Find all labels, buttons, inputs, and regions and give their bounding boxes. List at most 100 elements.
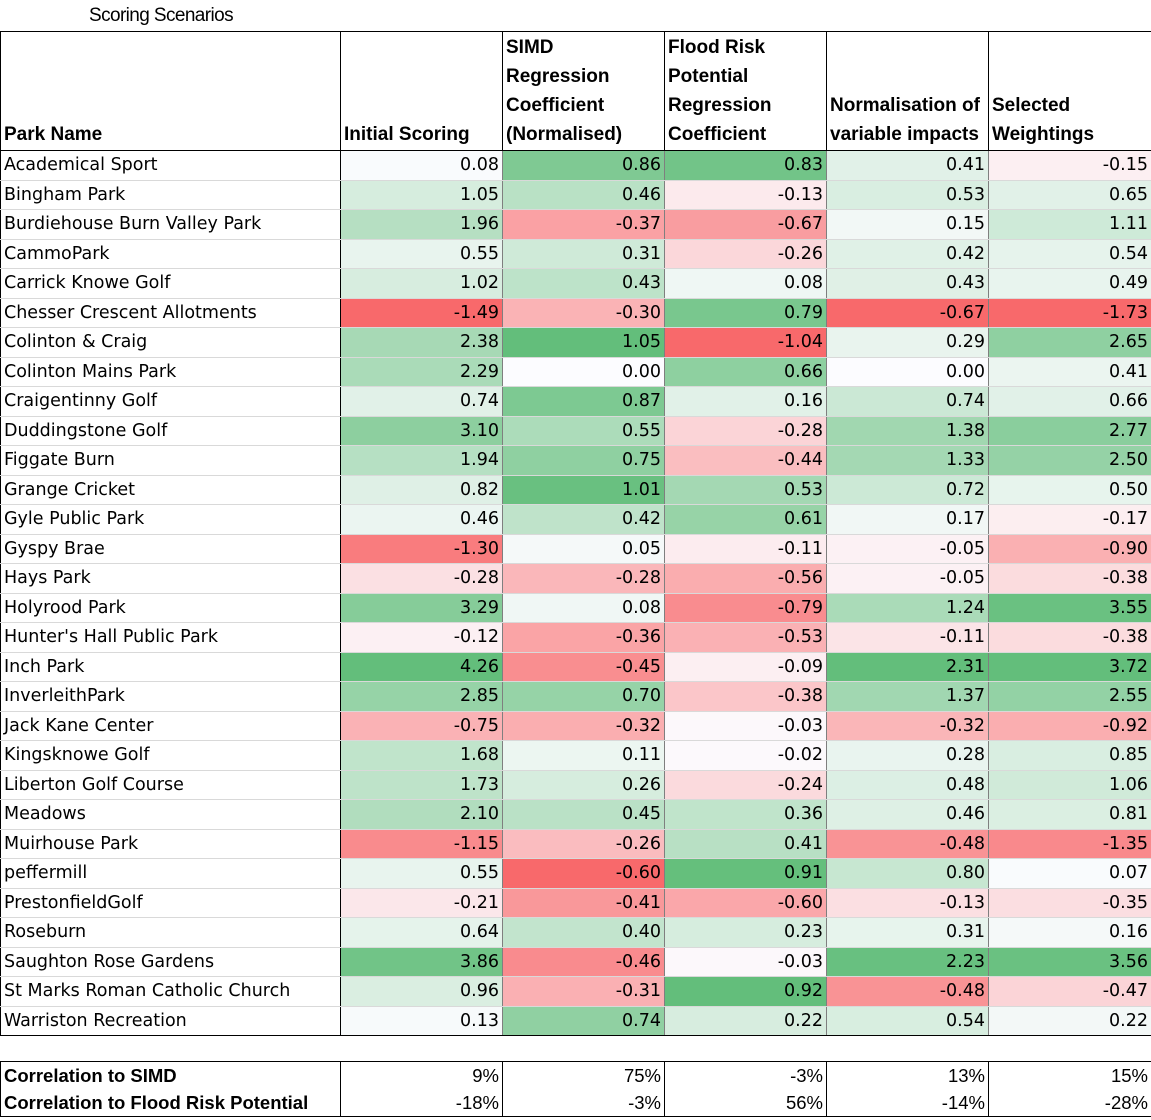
initial-scoring-cell[interactable]: 2.10 <box>340 799 503 830</box>
park-name-cell[interactable]: Craigentinny Golf <box>0 386 341 417</box>
normalisation-cell[interactable]: 0.00 <box>826 357 989 387</box>
park-name-cell[interactable]: CammoPark <box>0 239 341 269</box>
selected-weightings-cell[interactable]: 0.22 <box>988 1006 1151 1036</box>
simd-coefficient-cell[interactable]: 0.31 <box>502 239 665 269</box>
normalisation-cell[interactable]: -0.48 <box>826 976 989 1007</box>
flood-risk-coefficient-cell[interactable]: 0.92 <box>664 976 827 1007</box>
flood-risk-coefficient-cell[interactable]: -0.38 <box>664 681 827 712</box>
flood-risk-coefficient-cell[interactable]: 0.16 <box>664 386 827 417</box>
initial-scoring-cell[interactable]: 0.13 <box>340 1006 503 1036</box>
correlation-selected-weightings-cell[interactable]: -28% <box>988 1089 1151 1117</box>
simd-coefficient-cell[interactable]: -0.45 <box>502 652 665 682</box>
park-name-cell[interactable]: Duddingstone Golf <box>0 416 341 446</box>
simd-coefficient-cell[interactable]: 0.42 <box>502 504 665 535</box>
flood-risk-coefficient-cell[interactable]: 0.36 <box>664 799 827 830</box>
correlation-simd-coefficient-cell[interactable]: 75% <box>502 1061 665 1089</box>
normalisation-cell[interactable]: 0.17 <box>826 504 989 535</box>
simd-coefficient-cell[interactable]: -0.60 <box>502 858 665 889</box>
normalisation-cell[interactable]: -0.05 <box>826 534 989 564</box>
initial-scoring-cell[interactable]: 1.96 <box>340 209 503 240</box>
initial-scoring-cell[interactable]: -0.12 <box>340 622 503 653</box>
simd-coefficient-cell[interactable]: -0.36 <box>502 622 665 653</box>
initial-scoring-cell[interactable]: 1.68 <box>340 740 503 771</box>
correlation-simd-coefficient-cell[interactable]: -3% <box>502 1089 665 1117</box>
flood-risk-coefficient-cell[interactable]: 0.22 <box>664 1006 827 1036</box>
flood-risk-coefficient-cell[interactable]: 0.66 <box>664 357 827 387</box>
park-name-cell[interactable]: Colinton Mains Park <box>0 357 341 387</box>
simd-coefficient-cell[interactable]: -0.37 <box>502 209 665 240</box>
simd-coefficient-cell[interactable]: -0.32 <box>502 711 665 741</box>
simd-coefficient-cell[interactable]: 0.43 <box>502 268 665 299</box>
simd-coefficient-cell[interactable]: 0.86 <box>502 150 665 181</box>
selected-weightings-cell[interactable]: 3.56 <box>988 947 1151 977</box>
flood-risk-coefficient-cell[interactable]: -0.56 <box>664 563 827 594</box>
normalisation-cell[interactable]: 0.74 <box>826 386 989 417</box>
flood-risk-coefficient-cell[interactable]: 0.83 <box>664 150 827 181</box>
park-name-cell[interactable]: Carrick Knowe Golf <box>0 268 341 299</box>
normalisation-cell[interactable]: 2.23 <box>826 947 989 977</box>
flood-risk-coefficient-cell[interactable]: -0.26 <box>664 239 827 269</box>
initial-scoring-cell[interactable]: 0.74 <box>340 386 503 417</box>
initial-scoring-cell[interactable]: 4.26 <box>340 652 503 682</box>
park-name-cell[interactable]: InverleithPark <box>0 681 341 712</box>
selected-weightings-cell[interactable]: 2.50 <box>988 445 1151 476</box>
selected-weightings-cell[interactable]: 0.49 <box>988 268 1151 299</box>
selected-weightings-cell[interactable]: -1.35 <box>988 829 1151 859</box>
normalisation-cell[interactable]: -0.32 <box>826 711 989 741</box>
selected-weightings-cell[interactable]: 0.81 <box>988 799 1151 830</box>
park-name-cell[interactable]: Holyrood Park <box>0 593 341 623</box>
normalisation-cell[interactable]: 0.31 <box>826 917 989 948</box>
normalisation-cell[interactable]: 0.53 <box>826 180 989 210</box>
park-name-cell[interactable]: Inch Park <box>0 652 341 682</box>
normalisation-cell[interactable]: 0.48 <box>826 770 989 800</box>
normalisation-cell[interactable]: 0.46 <box>826 799 989 830</box>
park-name-cell[interactable]: Jack Kane Center <box>0 711 341 741</box>
flood-risk-coefficient-cell[interactable]: 0.41 <box>664 829 827 859</box>
selected-weightings-cell[interactable]: 0.07 <box>988 858 1151 889</box>
header-simd-coefficient[interactable]: SIMD Regression Coefficient (Normalised) <box>502 31 665 151</box>
normalisation-cell[interactable]: 0.80 <box>826 858 989 889</box>
park-name-cell[interactable]: Hunter's Hall Public Park <box>0 622 341 653</box>
simd-coefficient-cell[interactable]: 0.00 <box>502 357 665 387</box>
normalisation-cell[interactable]: 0.72 <box>826 475 989 505</box>
simd-coefficient-cell[interactable]: 0.74 <box>502 1006 665 1036</box>
correlation-initial-scoring-cell[interactable]: -18% <box>340 1089 503 1117</box>
flood-risk-coefficient-cell[interactable]: 0.61 <box>664 504 827 535</box>
park-name-cell[interactable]: Kingsknowe Golf <box>0 740 341 771</box>
selected-weightings-cell[interactable]: 2.77 <box>988 416 1151 446</box>
park-name-cell[interactable]: Saughton Rose Gardens <box>0 947 341 977</box>
simd-coefficient-cell[interactable]: -0.46 <box>502 947 665 977</box>
header-flood-risk-coefficient[interactable]: Flood Risk Potential Regression Coeffici… <box>664 31 827 151</box>
flood-risk-coefficient-cell[interactable]: 0.91 <box>664 858 827 889</box>
park-name-cell[interactable]: Burdiehouse Burn Valley Park <box>0 209 341 240</box>
park-name-cell[interactable]: Chesser Crescent Allotments <box>0 298 341 328</box>
header-normalisation[interactable]: Normalisation of variable impacts <box>826 31 989 151</box>
park-name-cell[interactable]: Gyspy Brae <box>0 534 341 564</box>
park-name-cell[interactable]: Academical Sport <box>0 150 341 181</box>
selected-weightings-cell[interactable]: -0.17 <box>988 504 1151 535</box>
flood-risk-coefficient-cell[interactable]: -0.67 <box>664 209 827 240</box>
flood-risk-coefficient-cell[interactable]: -0.79 <box>664 593 827 623</box>
selected-weightings-cell[interactable]: -1.73 <box>988 298 1151 328</box>
park-name-cell[interactable]: St Marks Roman Catholic Church <box>0 976 341 1007</box>
selected-weightings-cell[interactable]: -0.38 <box>988 563 1151 594</box>
flood-risk-coefficient-cell[interactable]: -0.44 <box>664 445 827 476</box>
normalisation-cell[interactable]: 2.31 <box>826 652 989 682</box>
park-name-cell[interactable]: Meadows <box>0 799 341 830</box>
normalisation-cell[interactable]: 0.41 <box>826 150 989 181</box>
simd-coefficient-cell[interactable]: 1.01 <box>502 475 665 505</box>
park-name-cell[interactable]: PrestonfieldGolf <box>0 888 341 918</box>
selected-weightings-cell[interactable]: 3.55 <box>988 593 1151 623</box>
flood-risk-coefficient-cell[interactable]: -0.60 <box>664 888 827 918</box>
initial-scoring-cell[interactable]: 0.96 <box>340 976 503 1007</box>
correlation-flood-risk-coefficient-cell[interactable]: -3% <box>664 1061 827 1089</box>
selected-weightings-cell[interactable]: -0.90 <box>988 534 1151 564</box>
initial-scoring-cell[interactable]: 3.29 <box>340 593 503 623</box>
initial-scoring-cell[interactable]: 2.85 <box>340 681 503 712</box>
park-name-cell[interactable]: Bingham Park <box>0 180 341 210</box>
normalisation-cell[interactable]: 1.33 <box>826 445 989 476</box>
flood-risk-coefficient-cell[interactable]: 0.23 <box>664 917 827 948</box>
simd-coefficient-cell[interactable]: -0.31 <box>502 976 665 1007</box>
simd-coefficient-cell[interactable]: 0.46 <box>502 180 665 210</box>
selected-weightings-cell[interactable]: 0.65 <box>988 180 1151 210</box>
